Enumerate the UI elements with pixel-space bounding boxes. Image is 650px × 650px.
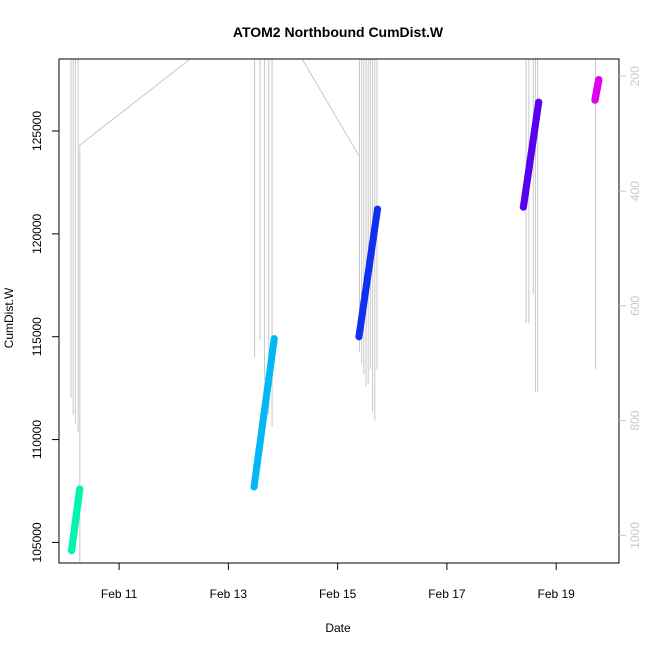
- y-tick-label: 110000: [30, 420, 44, 459]
- x-axis: Feb 11 Feb 13 Feb 15 Feb 17 Feb 19: [101, 563, 575, 601]
- series-1-point: [270, 335, 278, 343]
- y-axis-right: 200 400 600 800 1000: [619, 66, 642, 549]
- series-3-point: [535, 98, 543, 106]
- y-tick-label: 115000: [30, 317, 44, 356]
- y-tick-label: 120000: [30, 214, 44, 254]
- y-axis-label: CumDist.W: [2, 287, 16, 348]
- series-2-point: [373, 205, 382, 213]
- series-4: [591, 75, 603, 104]
- background-layer: [70, 59, 597, 563]
- y-axis-left: 105000 110000 115000 120000 125000: [30, 111, 59, 562]
- plot-frame: [58, 58, 620, 564]
- y2-tick-label: 600: [628, 296, 642, 316]
- y2-tick-label: 200: [628, 66, 642, 86]
- x-tick-label: Feb 13: [210, 587, 248, 601]
- series-4-point: [595, 75, 603, 84]
- background-path: [79, 59, 360, 563]
- y2-tick-label: 400: [628, 181, 642, 201]
- y2-tick-label: 1000: [628, 522, 642, 549]
- series-2: [355, 205, 382, 341]
- x-tick-label: Feb 19: [537, 587, 575, 601]
- series-0-point: [76, 485, 84, 493]
- series-0: [67, 485, 84, 555]
- series-layer: [67, 75, 603, 555]
- series-1: [250, 335, 278, 491]
- chart-title: ATOM2 Northbound CumDist.W: [233, 24, 444, 40]
- y-tick-label: 125000: [30, 111, 44, 151]
- y-tick-label: 105000: [30, 522, 44, 562]
- x-tick-label: Feb 11: [101, 587, 138, 601]
- x-tick-label: Feb 15: [319, 587, 357, 601]
- x-tick-label: Feb 17: [428, 587, 466, 601]
- series-3: [519, 98, 543, 211]
- x-axis-label: Date: [325, 621, 351, 635]
- y2-tick-label: 800: [628, 410, 642, 430]
